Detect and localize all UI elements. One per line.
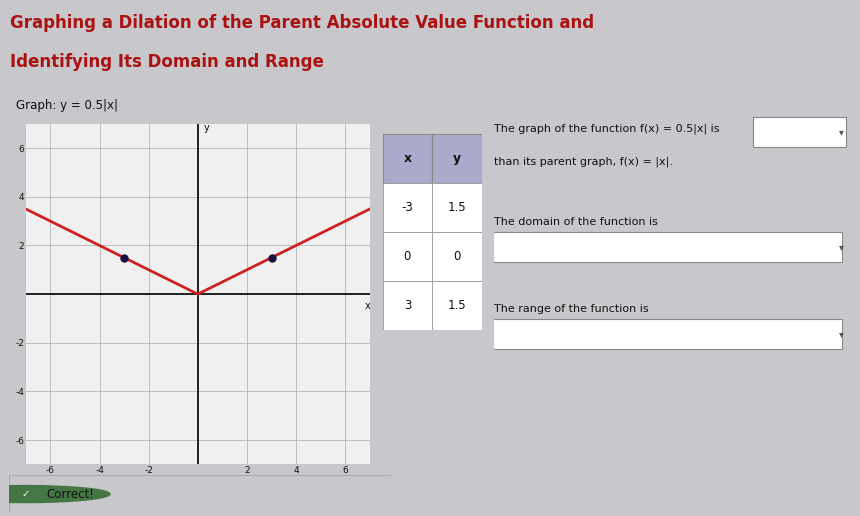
- Text: than its parent graph, f(x) = |x|.: than its parent graph, f(x) = |x|.: [494, 157, 673, 167]
- Text: Correct!: Correct!: [47, 488, 95, 501]
- Text: Graphing a Dilation of the Parent Absolute Value Function and: Graphing a Dilation of the Parent Absolu…: [10, 14, 594, 32]
- Text: 1.5: 1.5: [447, 299, 466, 312]
- Text: ▾: ▾: [838, 243, 844, 252]
- Text: x: x: [403, 152, 411, 165]
- Text: -3: -3: [402, 201, 414, 214]
- Text: x: x: [365, 301, 371, 311]
- Bar: [383, 134, 432, 183]
- Bar: [432, 281, 482, 330]
- Text: 1.5: 1.5: [447, 201, 466, 214]
- Text: y: y: [204, 123, 210, 133]
- FancyBboxPatch shape: [493, 232, 843, 263]
- Text: Identifying Its Domain and Range: Identifying Its Domain and Range: [10, 53, 324, 71]
- Bar: [383, 232, 432, 281]
- FancyBboxPatch shape: [753, 117, 846, 148]
- Text: ✓: ✓: [22, 489, 30, 499]
- Circle shape: [0, 486, 110, 503]
- Text: 0: 0: [403, 250, 411, 263]
- Bar: [432, 232, 482, 281]
- Text: The domain of the function is: The domain of the function is: [494, 217, 659, 227]
- Bar: [432, 183, 482, 232]
- Text: The graph of the function f(x) = 0.5|x| is: The graph of the function f(x) = 0.5|x| …: [494, 123, 720, 134]
- Text: ▾: ▾: [838, 329, 844, 339]
- Text: The range of the function is: The range of the function is: [494, 304, 649, 314]
- Bar: [383, 281, 432, 330]
- Bar: [383, 183, 432, 232]
- Bar: [432, 134, 482, 183]
- FancyBboxPatch shape: [493, 319, 843, 349]
- Text: 3: 3: [403, 299, 411, 312]
- Text: Graph: y = 0.5|x|: Graph: y = 0.5|x|: [15, 99, 118, 112]
- Text: 0: 0: [453, 250, 461, 263]
- Text: ▾: ▾: [838, 127, 844, 137]
- Text: y: y: [453, 152, 461, 165]
